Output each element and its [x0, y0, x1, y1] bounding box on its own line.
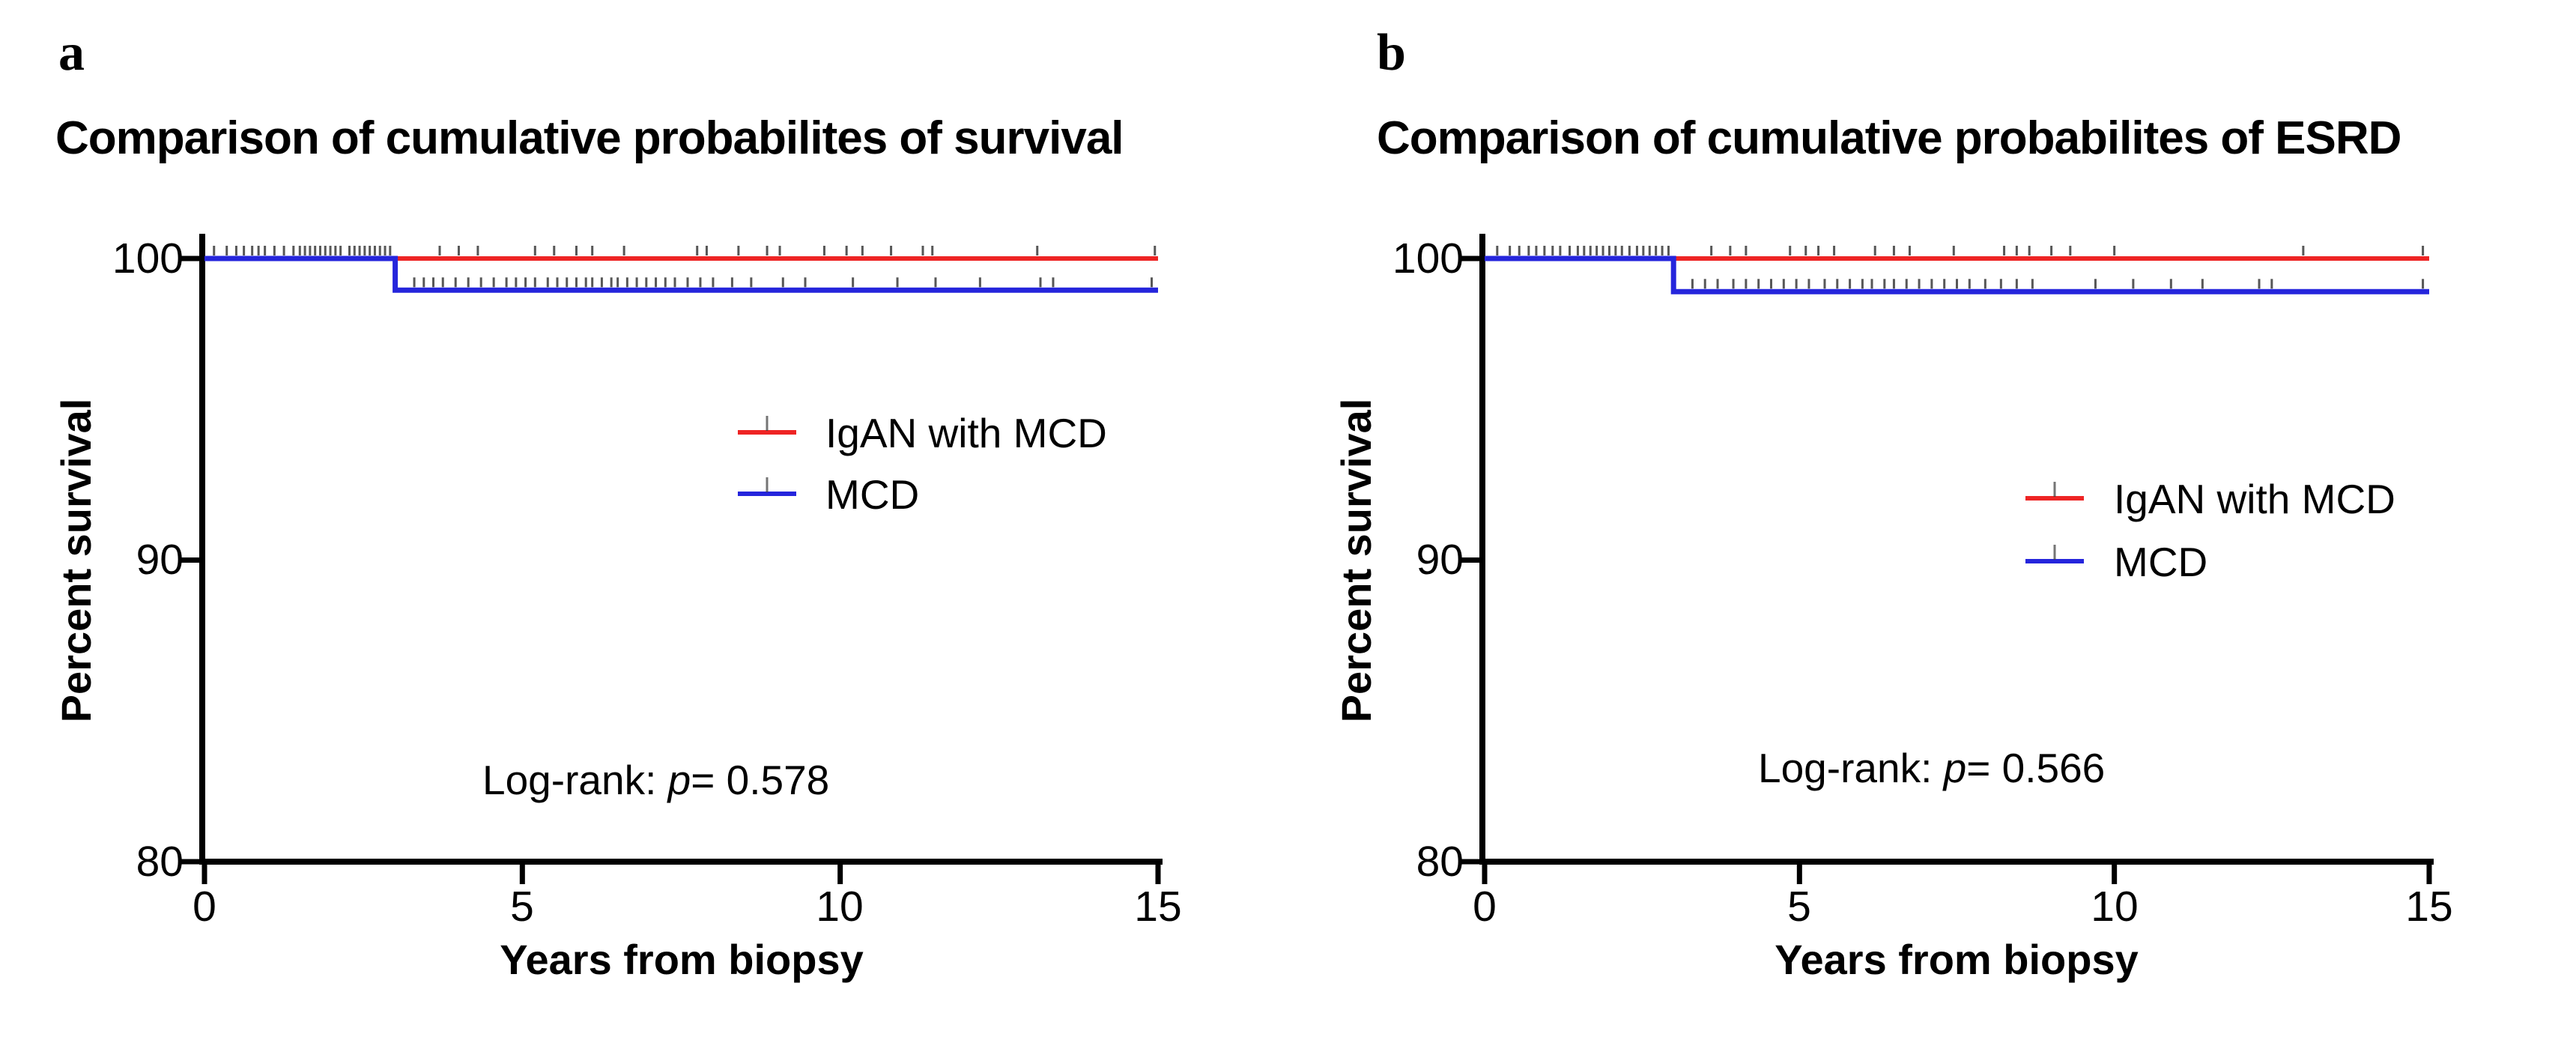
panel-a-logrank-p-symbol: p — [667, 757, 691, 803]
panel-b-xtick-10: 10 — [2091, 883, 2139, 931]
panel-b-xtick-5: 5 — [1787, 883, 1811, 931]
panel-a-xtick-5: 5 — [510, 883, 534, 931]
panel-a-curve-mcd — [204, 256, 1158, 293]
panel-b-letter: b — [1377, 24, 1406, 82]
panel-b-legend-label-igan: IgAN with MCD — [2114, 476, 2395, 522]
panel-a-xlabel: Years from biopsy — [500, 936, 864, 983]
panel-b-ytick-100: 100 — [1392, 235, 1464, 282]
panel-a-ylabel: Percent survival — [52, 398, 100, 723]
panel-a-xtick-0: 0 — [193, 883, 216, 931]
panel-a-legend-label-igan: IgAN with MCD — [825, 410, 1107, 456]
panel-b-xlabel: Years from biopsy — [1775, 936, 2139, 983]
panel-a-logrank: Log-rank: p= 0.578 — [482, 758, 829, 802]
panel-b-ytick-90: 90 — [1416, 536, 1464, 584]
panel-b-ytick-80: 80 — [1416, 838, 1464, 886]
panel-b-legend-label-mcd: MCD — [2114, 539, 2208, 585]
panel-b-logrank: Log-rank: p= 0.566 — [1758, 746, 2105, 790]
panel-b-xtick-15: 15 — [2405, 883, 2453, 931]
panel-a-xtick-10: 10 — [816, 883, 864, 931]
panel-a-ytick-90: 90 — [136, 536, 184, 584]
panel-b-ylabel: Percent survival — [1333, 398, 1380, 723]
panel-b-xtick-0: 0 — [1473, 883, 1497, 931]
panel-b-logrank-value: = 0.566 — [1966, 745, 2106, 791]
panel-a-legend-label-mcd: MCD — [825, 471, 920, 518]
panel-a-xtick-15: 15 — [1134, 883, 1182, 931]
panel-a-letter: a — [58, 24, 85, 82]
panel-b-logrank-label: Log-rank: — [1758, 745, 1944, 791]
panel-a-logrank-label: Log-rank: — [482, 757, 668, 803]
panel-b-curve-mcd — [1485, 256, 2429, 294]
panel-a-ytick-100: 100 — [112, 235, 184, 282]
panel-b-logrank-p-symbol: p — [1943, 745, 1967, 791]
panel-a-ytick-80: 80 — [136, 838, 184, 886]
panel-a-logrank-value: = 0.578 — [691, 757, 830, 803]
panel-a-title: Comparison of cumulative probabilites of… — [55, 112, 1124, 164]
panel-b-title: Comparison of cumulative probabilites of… — [1377, 112, 2401, 164]
